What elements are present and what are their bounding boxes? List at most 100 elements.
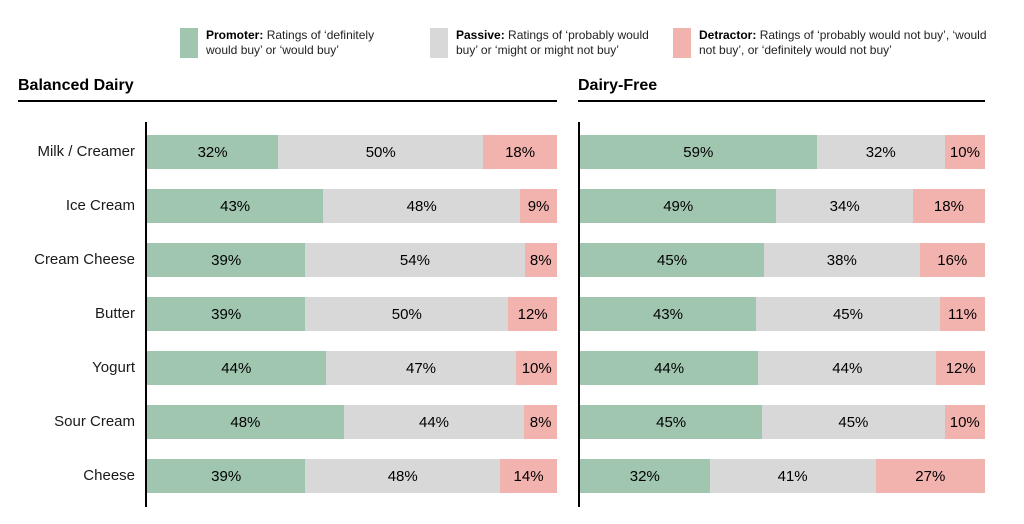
bar-row: 59% 32% 10% (580, 135, 985, 169)
bar-row: 32% 41% 27% (580, 459, 985, 493)
bar-segment-passive: 50% (278, 135, 484, 169)
segment-value-label: 12% (517, 305, 548, 323)
segment-value-label: 32% (865, 143, 896, 161)
bar-segment-detractor: 18% (912, 189, 985, 223)
bar-segment-promoter: 43% (580, 297, 756, 331)
bar-segment-passive: 32% (816, 135, 945, 169)
legend-term-detractor: Detractor: (699, 28, 757, 42)
bar-row: 48% 44% 8% (147, 405, 557, 439)
bar-row: 44% 47% 10% (147, 351, 557, 385)
bar-row: 43% 45% 11% (580, 297, 985, 331)
bar-segment-detractor: 9% (520, 189, 557, 223)
bar-segment-promoter: 45% (580, 405, 763, 439)
segment-value-label: 44% (418, 413, 450, 431)
bar-segment-promoter: 59% (580, 135, 817, 169)
bar-row: 44% 44% 12% (580, 351, 985, 385)
legend-description-promoter: Ratings of ‘definitely would buy’ or ‘wo… (206, 28, 375, 57)
legend-text-promoter: Promoter: Ratings of ‘definitely would b… (206, 28, 398, 58)
bar-segment-passive: 41% (709, 459, 876, 493)
bar-segment-promoter: 39% (147, 459, 306, 493)
segment-value-label: 45% (656, 413, 687, 431)
legend-text-detractor: Detractor: Ratings of ‘probably would no… (699, 28, 993, 58)
segment-value-label: 18% (933, 197, 964, 215)
bar-row: 39% 50% 12% (147, 297, 557, 331)
segment-value-label: 44% (221, 359, 252, 377)
bar-segment-detractor: 8% (524, 243, 557, 277)
segment-value-label: 47% (405, 359, 437, 377)
bar-segment-passive: 54% (305, 243, 525, 277)
segment-value-label: 32% (197, 143, 228, 161)
segment-value-label: 43% (220, 197, 251, 215)
segment-value-label: 16% (937, 251, 968, 269)
bar-segment-passive: 47% (325, 351, 517, 385)
segment-value-label: 45% (832, 305, 863, 323)
segment-value-label: 45% (838, 413, 869, 431)
bar-segment-detractor: 10% (516, 351, 557, 385)
bar-segment-detractor: 18% (483, 135, 557, 169)
segment-value-label: 48% (406, 197, 437, 215)
segment-value-label: 10% (521, 359, 552, 377)
segment-value-label: 43% (652, 305, 683, 323)
segment-value-label: 54% (399, 251, 430, 269)
segment-value-label: 27% (915, 467, 946, 485)
segment-value-label: 18% (505, 143, 536, 161)
panel-dairy-free: Dairy-Free 59% 32% 10% 49% 34% 18% 45% 38% 16% 43… (578, 76, 985, 507)
bar-segment-detractor: 11% (940, 297, 985, 331)
legend-term-passive: Passive: (456, 28, 505, 42)
bar-segment-promoter: 32% (147, 135, 279, 169)
legend-description-detractor: Ratings of ‘probably would not buy’, ‘wo… (699, 28, 987, 57)
bar-row: 45% 45% 10% (580, 405, 985, 439)
bar-segment-detractor: 16% (919, 243, 985, 277)
bar-segment-promoter: 39% (147, 297, 306, 331)
bar-segment-passive: 50% (305, 297, 509, 331)
bar-segment-promoter: 44% (580, 351, 759, 385)
bar-row: 39% 48% 14% (147, 459, 557, 493)
legend-item-detractor: Detractor: Ratings of ‘probably would no… (673, 28, 993, 58)
bar-row: 39% 54% 8% (147, 243, 557, 277)
bars-column-dairy-free: 59% 32% 10% 49% 34% 18% 45% 38% 16% 43% 45% 11% 44% 4… (578, 122, 985, 507)
segment-value-label: 12% (945, 359, 976, 377)
segment-value-label: 44% (832, 359, 863, 377)
category-label: Butter (94, 305, 135, 322)
plot-balanced-dairy: Milk / Creamer Ice Cream Cream Cheese Butte… (0, 122, 557, 507)
bar-segment-promoter: 43% (147, 189, 324, 223)
bar-segment-promoter: 45% (580, 243, 765, 277)
passive-swatch-icon (430, 28, 448, 58)
segment-value-label: 45% (657, 251, 688, 269)
segment-value-label: 39% (211, 305, 242, 323)
category-label: Cheese (83, 467, 135, 484)
legend-term-promoter: Promoter: (206, 28, 264, 42)
bars-column-balanced-dairy: 32% 50% 18% 43% 48% 9% 39% 54% 8% 39% 50% 12% 44% 47%… (145, 122, 557, 507)
category-label: Sour Cream (54, 413, 135, 430)
bar-segment-passive: 48% (305, 459, 501, 493)
segment-value-label: 44% (654, 359, 685, 377)
bar-segment-passive: 44% (758, 351, 937, 385)
bar-segment-detractor: 12% (508, 297, 557, 331)
promoter-swatch-icon (180, 28, 198, 58)
category-labels-column: Milk / Creamer Ice Cream Cream Cheese Butte… (0, 122, 145, 507)
legend-item-passive: Passive: Ratings of ‘probably would buy’… (430, 28, 662, 58)
segment-value-label: 34% (829, 197, 860, 215)
segment-value-label: 50% (365, 143, 396, 161)
segment-value-label: 11% (948, 305, 977, 323)
segment-value-label: 48% (230, 413, 261, 431)
bar-segment-promoter: 49% (580, 189, 777, 223)
segment-value-label: 48% (387, 467, 418, 485)
bar-segment-passive: 45% (762, 405, 945, 439)
segment-value-label: 9% (527, 197, 550, 215)
bar-segment-detractor: 10% (944, 405, 985, 439)
bar-segment-detractor: 14% (500, 459, 557, 493)
bar-segment-promoter: 44% (147, 351, 326, 385)
bar-segment-detractor: 8% (524, 405, 557, 439)
category-label: Yogurt (92, 359, 135, 376)
detractor-swatch-icon (673, 28, 691, 58)
bar-row: 45% 38% 16% (580, 243, 985, 277)
bar-row: 32% 50% 18% (147, 135, 557, 169)
bar-segment-passive: 38% (764, 243, 920, 277)
bar-segment-promoter: 48% (147, 405, 344, 439)
category-label: Cream Cheese (34, 251, 135, 268)
segment-value-label: 10% (949, 413, 980, 431)
segment-value-label: 59% (683, 143, 714, 161)
bar-segment-passive: 34% (776, 189, 913, 223)
bar-segment-passive: 48% (323, 189, 521, 223)
